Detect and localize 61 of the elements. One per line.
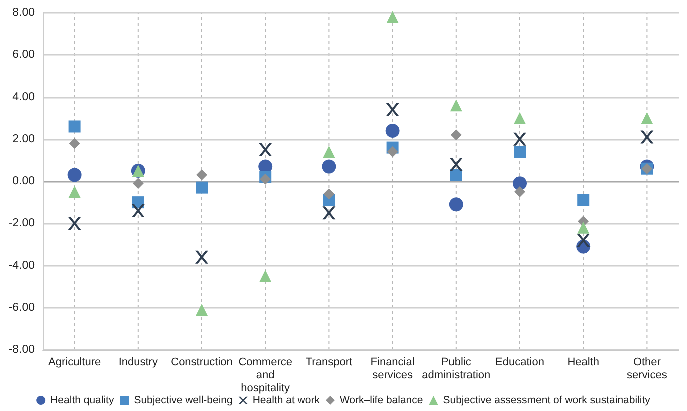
point — [196, 304, 208, 316]
y-tick-label: 8.00 — [12, 7, 35, 19]
point — [450, 169, 462, 182]
legend-label: Subjective well-being — [134, 394, 234, 406]
point — [259, 143, 272, 156]
point — [449, 198, 464, 212]
legend-label: Work–life balance — [340, 394, 424, 406]
point — [641, 112, 654, 124]
point — [513, 176, 527, 191]
point — [68, 168, 82, 182]
legend-label: Health at work — [252, 394, 321, 406]
point — [196, 250, 208, 264]
point — [450, 158, 463, 172]
point — [196, 182, 208, 194]
x-tick-label: Transport — [306, 356, 353, 368]
y-tick-label: 0.00 — [12, 176, 35, 188]
point — [196, 170, 208, 181]
point — [322, 206, 336, 220]
point — [68, 186, 81, 198]
x-tick-label: Health — [568, 356, 600, 368]
x-tick-label: Industry — [118, 356, 158, 368]
point — [386, 11, 399, 24]
point — [514, 112, 526, 124]
point — [578, 194, 590, 206]
point — [640, 130, 654, 144]
point — [322, 160, 336, 174]
y-tick-label: 2.00 — [12, 133, 35, 146]
y-tick-label: -2.00 — [8, 218, 35, 230]
x-tick-label: Financial services — [370, 356, 415, 382]
point — [260, 270, 272, 282]
point — [514, 132, 526, 146]
point — [578, 222, 590, 234]
point — [514, 186, 526, 198]
point — [386, 103, 400, 116]
x-tick-label: Agriculture — [48, 356, 102, 368]
point — [323, 146, 336, 158]
point — [450, 130, 462, 141]
y-tick-label: 4.00 — [12, 91, 35, 104]
point — [69, 138, 80, 150]
point — [68, 120, 81, 133]
point — [324, 188, 335, 200]
point — [68, 217, 82, 230]
point — [132, 204, 145, 218]
x-tick-label: Education — [496, 356, 544, 368]
y-tick-label: -4.00 — [8, 260, 35, 272]
x-tick-label: Public administration — [422, 356, 491, 382]
point — [386, 124, 400, 138]
x-tick-label: Construction — [171, 356, 233, 368]
x-tick-label: Other services — [627, 356, 668, 382]
point — [514, 146, 526, 158]
y-tick-label: 6.00 — [12, 49, 35, 62]
x-tick-label: Commerce and hospitality — [238, 356, 292, 394]
y-tick-label: -8.00 — [8, 344, 35, 356]
point — [577, 234, 590, 247]
point — [387, 146, 398, 158]
y-tick-label: -6.00 — [8, 302, 35, 314]
point — [260, 174, 272, 185]
point — [132, 178, 144, 190]
legend-label: Subjective assessment of work sustainability — [443, 394, 652, 406]
legend-label: Health quality — [50, 394, 115, 406]
point — [450, 100, 462, 112]
